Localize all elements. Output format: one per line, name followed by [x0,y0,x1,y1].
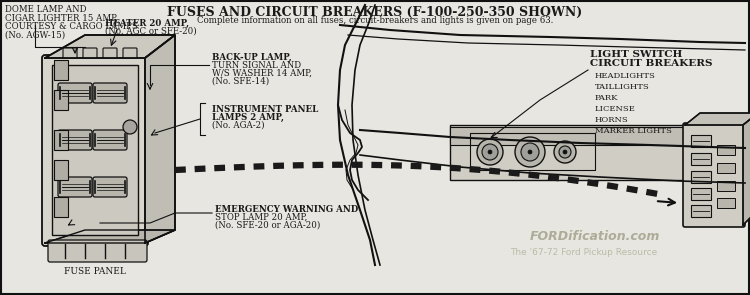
Bar [691,188,711,200]
Text: COURTESY & CARGO LAMPS: COURTESY & CARGO LAMPS [5,22,138,31]
Bar [52,65,138,235]
FancyBboxPatch shape [123,48,137,58]
Text: (No. SFE-20 or AGA-20): (No. SFE-20 or AGA-20) [215,221,320,230]
FancyBboxPatch shape [58,83,92,103]
Circle shape [528,150,532,154]
Bar [115,241,129,251]
Text: HEATER 20 AMP,: HEATER 20 AMP, [105,19,189,28]
Text: FUSE PANEL: FUSE PANEL [64,267,126,276]
Text: W/S WASHER 14 AMP,: W/S WASHER 14 AMP, [212,69,312,78]
Text: LICENSE: LICENSE [595,105,636,113]
Text: CIRCUIT BREAKERS: CIRCUIT BREAKERS [590,59,712,68]
Bar [75,241,89,251]
FancyBboxPatch shape [48,240,147,262]
Bar [54,90,68,110]
FancyBboxPatch shape [93,130,127,150]
Polygon shape [743,113,750,225]
Bar [691,153,711,165]
Text: PARK: PARK [595,94,619,102]
Text: DOME LAMP AND: DOME LAMP AND [5,5,86,14]
Bar [717,198,735,208]
FancyBboxPatch shape [103,48,117,58]
Bar [691,205,711,217]
Text: LIGHT SWITCH: LIGHT SWITCH [590,50,682,59]
Circle shape [477,139,503,165]
Text: (No. AGA-2): (No. AGA-2) [212,121,265,130]
FancyBboxPatch shape [683,123,745,227]
Bar [691,171,711,183]
FancyBboxPatch shape [58,130,92,150]
Bar [95,241,109,251]
Bar [717,163,735,173]
Polygon shape [685,113,750,125]
Circle shape [488,150,492,154]
Circle shape [515,137,545,167]
Text: HEADLIGHTS: HEADLIGHTS [595,72,656,80]
FancyBboxPatch shape [83,48,97,58]
Circle shape [563,150,567,154]
Text: (No. AGW-15): (No. AGW-15) [5,30,65,40]
Text: HORNS: HORNS [595,116,628,124]
FancyBboxPatch shape [93,177,127,197]
Circle shape [521,143,539,161]
Circle shape [559,146,571,158]
Bar [54,197,68,217]
Text: EMERGENCY WARNING AND: EMERGENCY WARNING AND [215,205,358,214]
Bar [691,135,711,147]
Bar [54,160,68,180]
Bar [450,127,700,145]
Bar [54,130,68,150]
FancyBboxPatch shape [93,83,127,103]
Text: TURN SIGNAL AND: TURN SIGNAL AND [212,61,301,70]
Text: The '67-72 Ford Pickup Resource: The '67-72 Ford Pickup Resource [510,248,657,257]
Circle shape [554,141,576,163]
Text: STOP LAMP 20 AMP,: STOP LAMP 20 AMP, [215,213,308,222]
Bar [717,181,735,191]
Bar [717,145,735,155]
Circle shape [123,120,137,134]
Bar [450,125,700,180]
Text: MARKER LIGHTS: MARKER LIGHTS [595,127,672,135]
FancyBboxPatch shape [63,48,77,58]
FancyBboxPatch shape [42,55,148,246]
Text: (No. AGC or SFE-20): (No. AGC or SFE-20) [105,27,196,36]
FancyBboxPatch shape [58,177,92,197]
Polygon shape [45,35,175,58]
Text: Complete information on all fuses, circuit-breakers and lights is given on page : Complete information on all fuses, circu… [196,16,554,25]
Text: INSTRUMENT PANEL: INSTRUMENT PANEL [212,105,318,114]
Bar [55,241,69,251]
Text: (No. SFE-14): (No. SFE-14) [212,77,269,86]
Text: TAILLIGHTS: TAILLIGHTS [595,83,650,91]
Text: LAMPS 2 AMP,: LAMPS 2 AMP, [212,113,284,122]
Text: BACK-UP LAMP,: BACK-UP LAMP, [212,53,292,62]
Text: FUSES AND CIRCUIT BREAKERS (F-100-250-350 SHOWN): FUSES AND CIRCUIT BREAKERS (F-100-250-35… [167,6,583,19]
Polygon shape [45,230,175,243]
Text: CIGAR LIGHTER 15 AMP,: CIGAR LIGHTER 15 AMP, [5,14,118,22]
Bar [54,60,68,80]
Polygon shape [145,35,175,243]
Circle shape [482,144,498,160]
Text: FORDification.com: FORDification.com [530,230,660,243]
